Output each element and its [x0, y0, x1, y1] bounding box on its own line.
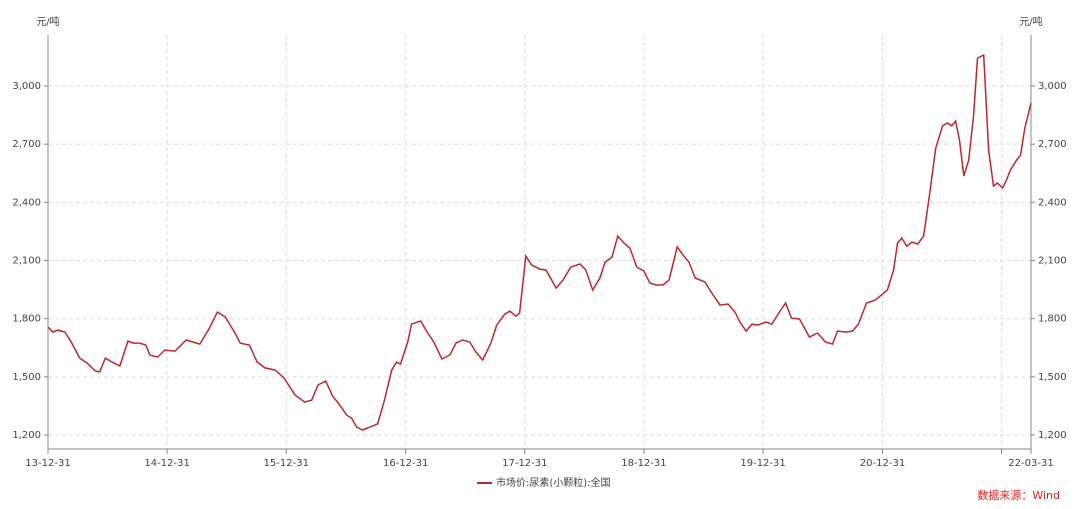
y-tick-label: 2,100: [12, 256, 41, 267]
y-tick-label: 2,400: [12, 197, 41, 208]
x-tick-label: 18-12-31: [621, 458, 666, 469]
x-tick-label: 17-12-31: [502, 458, 547, 469]
x-tick-label: 22-03-31: [1008, 458, 1053, 469]
y2-tick-label: 1,500: [1038, 372, 1067, 383]
y2-tick-label: 3,000: [1038, 81, 1067, 92]
y-tick-label: 1,200: [12, 430, 41, 441]
y2-tick-label: 1,800: [1038, 314, 1067, 325]
data-line: [47, 53, 1032, 431]
x-tick-label: 14-12-31: [144, 458, 189, 469]
x-tick-label: 15-12-31: [264, 458, 309, 469]
x-tick-label: 16-12-31: [383, 458, 428, 469]
y2-tick-label: 2,100: [1038, 256, 1067, 267]
x-tick-label: 20-12-31: [860, 458, 905, 469]
x-tick-label: 19-12-31: [740, 458, 785, 469]
x-tick-label: 13-12-31: [25, 458, 70, 469]
y-tick-label: 3,000: [12, 81, 41, 92]
y-tick-label: 2,700: [12, 139, 41, 150]
y2-tick-label: 1,200: [1038, 430, 1067, 441]
y2-tick-label: 2,400: [1038, 197, 1067, 208]
y-axis-unit: 元/吨: [36, 15, 59, 28]
y-tick-label: 1,500: [12, 372, 41, 383]
y-tick-label: 1,800: [12, 314, 41, 325]
y2-tick-label: 2,700: [1038, 139, 1067, 150]
y2-axis-unit: 元/吨: [1019, 15, 1042, 28]
source-note: 数据来源：Wind: [977, 488, 1060, 502]
legend-label: 市场价:尿素(小颗粒):全国: [496, 476, 611, 489]
